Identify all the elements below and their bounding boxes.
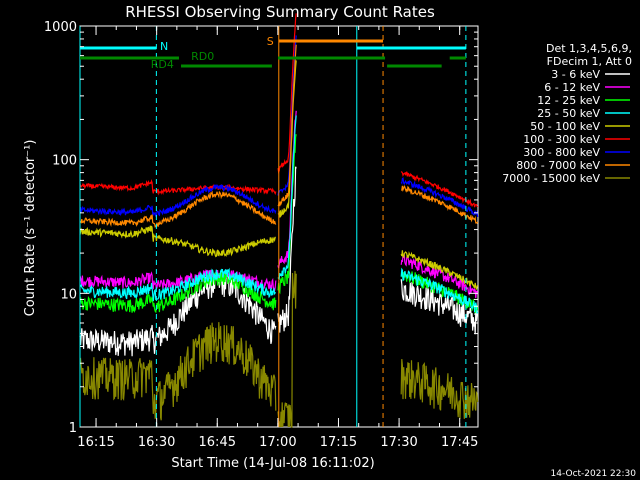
legend-entry-label: 3 - 6 keV xyxy=(551,68,600,81)
legend-header: Det 1,3,4,5,6,9, xyxy=(546,42,632,55)
series-line xyxy=(400,177,479,218)
series-25-50-kev xyxy=(79,115,479,314)
series-line xyxy=(400,267,479,314)
series-100-300-kev xyxy=(79,13,479,208)
x-tick-label: 16:15 xyxy=(77,435,114,450)
flag-label-s: S xyxy=(267,35,274,48)
timestamp: 14-Oct-2021 22:30 xyxy=(551,469,637,479)
y-axis: 1 10 100 1000 xyxy=(44,20,478,436)
series-line xyxy=(79,269,277,292)
series-800-7000-kev xyxy=(79,44,479,228)
series-line xyxy=(277,270,297,428)
legend-entry-label: 50 - 100 keV xyxy=(530,120,600,133)
x-tick-label: 17:45 xyxy=(441,435,478,450)
series-line xyxy=(79,190,277,228)
series-line xyxy=(79,322,277,421)
x-tick-label: 16:45 xyxy=(199,435,236,450)
plot-area xyxy=(79,13,479,428)
y-axis-label: Count Rate (s⁻¹ detector⁻¹) xyxy=(23,140,38,317)
y-tick-label: 10 xyxy=(60,287,77,302)
y-tick-label: 100 xyxy=(52,154,77,169)
legend-entry-label: 12 - 25 keV xyxy=(537,94,600,107)
chart-title: RHESSI Observing Summary Count Rates xyxy=(125,3,435,21)
legend-entry-label: 800 - 7000 keV xyxy=(516,159,600,172)
x-axis-label: Start Time (14-Jul-08 16:11:02) xyxy=(171,456,374,471)
legend: Det 1,3,4,5,6,9,FDecim 1, Att 03 - 6 keV… xyxy=(502,42,632,185)
legend-entry-label: 7000 - 15000 keV xyxy=(502,172,600,185)
series-line xyxy=(79,179,277,196)
legend-entry-label: 300 - 800 keV xyxy=(523,146,600,159)
series-line xyxy=(277,166,297,333)
series-3-6-kev xyxy=(79,166,478,357)
legend-header: FDecim 1, Att 0 xyxy=(547,55,632,68)
flag-label-rd4: RD4 xyxy=(151,58,174,71)
series-line xyxy=(79,271,277,357)
y-tick-label: 1000 xyxy=(44,20,77,35)
series-line xyxy=(277,134,297,295)
series-line xyxy=(79,183,277,218)
x-axis: 16:15 16:30 16:45 17:00 17:15 17:30 17:45 xyxy=(77,26,478,450)
series-line xyxy=(400,279,478,335)
legend-entry-label: 6 - 12 keV xyxy=(544,81,600,94)
x-tick-label: 17:30 xyxy=(380,435,417,450)
series-line xyxy=(277,13,297,174)
series-line xyxy=(277,44,297,207)
flag-label-n: N xyxy=(160,40,168,53)
legend-entry-label: 100 - 300 keV xyxy=(523,133,600,146)
legend-entry-label: 25 - 50 keV xyxy=(537,107,600,120)
flag-label-rd0: RD0 xyxy=(191,50,214,63)
series-line xyxy=(400,359,479,419)
series-line xyxy=(79,267,276,302)
series-line xyxy=(401,184,479,224)
series-line xyxy=(79,225,276,258)
series-line xyxy=(400,171,479,208)
series-line xyxy=(277,115,297,281)
y-tick-label: 1 xyxy=(69,421,77,436)
flag-bars: N S RD0 RD4 xyxy=(79,26,467,427)
series-line xyxy=(400,250,479,290)
x-tick-label: 17:00 xyxy=(259,435,296,450)
x-tick-label: 17:15 xyxy=(320,435,357,450)
x-tick-label: 16:30 xyxy=(138,435,175,450)
series-7000-15000-kev xyxy=(79,270,479,428)
series-line xyxy=(79,271,277,314)
